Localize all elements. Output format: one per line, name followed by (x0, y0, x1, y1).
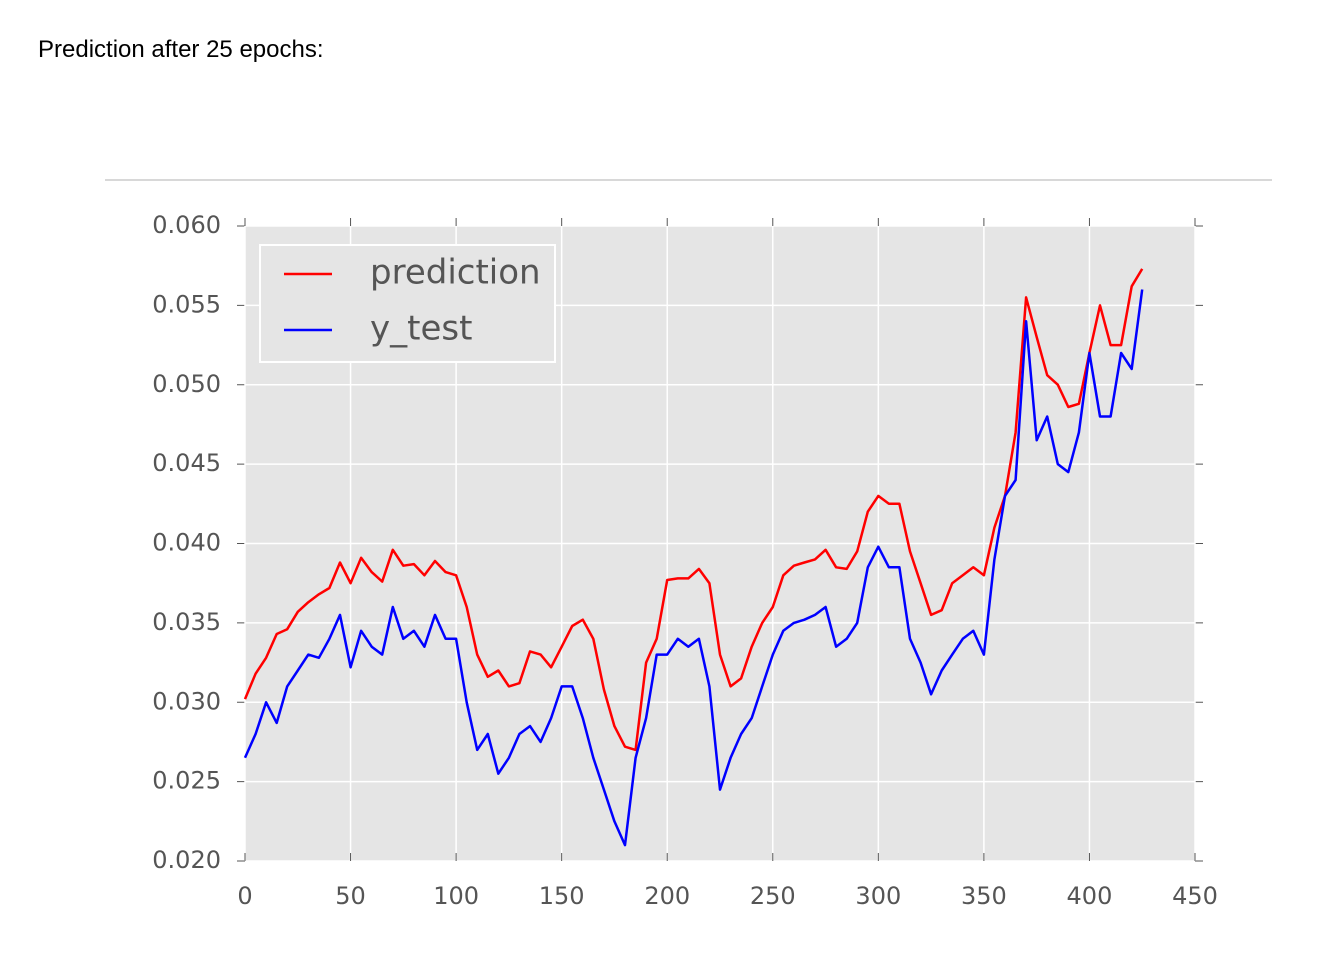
legend: prediction y_test (259, 244, 556, 363)
y-tick-label: 0.030 (152, 687, 221, 715)
x-tick-label: 450 (1172, 882, 1218, 910)
y-tick-label: 0.055 (152, 290, 221, 318)
heading: Prediction after 25 epochs: (38, 36, 324, 63)
x-tick-label: 250 (750, 882, 796, 910)
y-tick-label: 0.035 (152, 608, 221, 636)
x-tick-label: 150 (539, 882, 585, 910)
y-tick-label: 0.060 (152, 211, 221, 239)
y-tick-label: 0.025 (152, 767, 221, 795)
y-tick-label: 0.050 (152, 370, 221, 398)
line-series (243, 268, 1144, 752)
x-tick-label: 0 (237, 882, 252, 910)
x-tick-label: 50 (335, 882, 366, 910)
x-tick-label: 400 (1067, 882, 1113, 910)
legend-label: prediction (370, 253, 541, 293)
x-tick-label: 100 (433, 882, 479, 910)
x-tick-label: 200 (644, 882, 690, 910)
line-series (243, 289, 1144, 847)
x-tick-label: 350 (961, 882, 1007, 910)
y-tick-label: 0.040 (152, 529, 221, 557)
legend-box (259, 244, 556, 363)
y-tick-label: 0.045 (152, 449, 221, 477)
y-tick-label: 0.020 (152, 846, 221, 874)
x-tick-label: 300 (855, 882, 901, 910)
legend-label: y_test (370, 309, 472, 349)
